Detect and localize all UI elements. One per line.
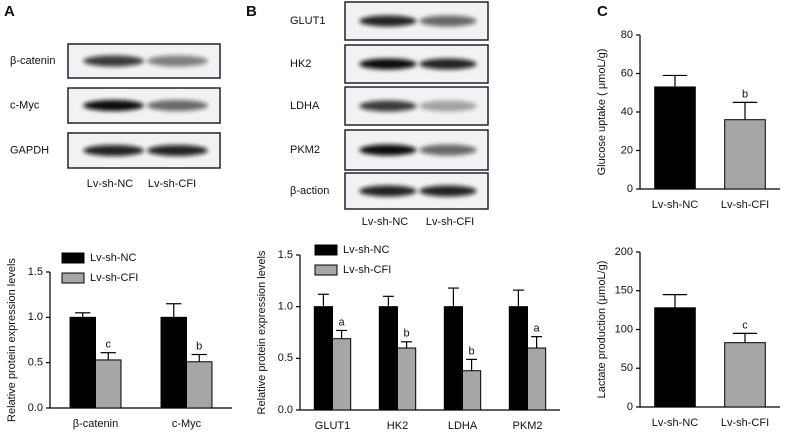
y-tick-label: 0.5	[278, 352, 293, 364]
legend-label: Lv-sh-CFI	[343, 264, 391, 276]
blot-band	[359, 144, 417, 156]
significance-label: b	[404, 328, 410, 340]
y-tick-label: 100	[615, 323, 633, 335]
blot-band	[359, 100, 417, 112]
blot-band	[419, 15, 477, 27]
blot-row-label: LDHA	[290, 100, 320, 112]
blot-row-label: β-action	[290, 185, 329, 197]
blot-band	[83, 55, 144, 67]
bar	[313, 306, 333, 411]
legend-swatch	[61, 252, 85, 264]
bar	[527, 347, 547, 411]
blot-band	[83, 145, 144, 156]
x-tick-label: Lv-sh-CFI	[721, 199, 769, 211]
bar	[378, 306, 398, 411]
y-tick-label: 20	[621, 144, 633, 156]
significance-label: b	[196, 340, 202, 352]
panel-label: B	[246, 3, 257, 20]
blot-lane-label: Lv-sh-CFI	[148, 178, 196, 190]
y-tick-label: 1.0	[278, 301, 293, 313]
blot-band	[83, 100, 144, 111]
bar	[654, 86, 696, 190]
legend-swatch	[61, 272, 85, 284]
y-tick-label: 0	[627, 401, 633, 413]
legend-swatch	[314, 244, 338, 256]
y-tick-label: 60	[621, 67, 633, 79]
blot-band	[147, 145, 208, 156]
blot-band	[359, 15, 417, 27]
y-tick-label: 1.5	[278, 249, 293, 261]
y-axis-label: Lactate production (μmoL/g)	[596, 261, 608, 399]
significance-label: c	[105, 339, 111, 351]
y-axis-label: Relative protein expression levels	[256, 250, 268, 414]
y-tick-label: 1.0	[28, 311, 43, 323]
bar	[462, 370, 482, 411]
legend-swatch	[314, 264, 338, 276]
blot-band	[147, 100, 208, 111]
blot-band	[359, 58, 417, 70]
blot-band	[419, 185, 477, 197]
x-tick-label: Lv-sh-NC	[652, 417, 699, 429]
y-tick-label: 40	[621, 106, 633, 118]
blot-row-label: GLUT1	[290, 15, 325, 27]
blot-band	[419, 58, 477, 70]
blot-row-label: PKM2	[290, 144, 320, 156]
legend-label: Lv-sh-CFI	[90, 272, 138, 284]
x-tick-label: c-Myc	[172, 418, 202, 430]
y-axis-label: Relative protein expression levels	[6, 258, 18, 422]
y-tick-label: 1.5	[28, 266, 43, 278]
y-tick-label: 50	[621, 362, 633, 374]
significance-label: c	[742, 319, 748, 331]
y-tick-label: 0.0	[278, 404, 293, 416]
blot-band	[359, 185, 417, 197]
panel-label: C	[597, 3, 608, 20]
x-tick-label: HK2	[387, 420, 408, 432]
bar	[654, 307, 696, 408]
x-tick-label: Lv-sh-NC	[652, 199, 699, 211]
blot-row-label: β-catenin	[10, 55, 55, 67]
significance-label: b	[742, 88, 748, 100]
y-tick-label: 0.0	[28, 402, 43, 414]
blot-lane-label: Lv-sh-NC	[87, 178, 134, 190]
x-tick-label: β-catenin	[73, 418, 118, 430]
y-tick-label: 0.5	[28, 357, 43, 369]
x-tick-label: GLUT1	[315, 420, 350, 432]
bar	[69, 316, 96, 409]
significance-label: a	[534, 323, 541, 335]
y-tick-label: 150	[615, 285, 633, 297]
bar	[95, 359, 122, 409]
legend-label: Lv-sh-NC	[343, 244, 390, 256]
bar	[443, 306, 463, 411]
blot-band	[419, 144, 477, 156]
bar	[160, 316, 188, 409]
legend-label: Lv-sh-NC	[90, 252, 137, 264]
x-tick-label: PKM2	[513, 420, 543, 432]
panel-label: A	[4, 3, 15, 20]
blot-row-label: c-Myc	[10, 99, 40, 111]
y-tick-label: 200	[615, 246, 633, 258]
blot-lane-label: Lv-sh-NC	[362, 216, 409, 228]
bar	[186, 361, 213, 409]
blot-band	[419, 100, 477, 112]
bar	[724, 119, 766, 190]
blot-lane-label: Lv-sh-CFI	[426, 216, 474, 228]
y-axis-label: Glucose uptake ( μmoL/g)	[596, 49, 608, 176]
bar	[332, 338, 352, 411]
y-tick-label: 0	[627, 183, 633, 195]
blot-band	[147, 55, 208, 67]
x-tick-label: Lv-sh-CFI	[721, 417, 769, 429]
bar	[508, 306, 528, 411]
blot-row-label: HK2	[290, 58, 311, 70]
y-tick-label: 80	[621, 29, 633, 41]
bar	[397, 347, 417, 411]
x-tick-label: LDHA	[448, 420, 478, 432]
significance-label: a	[339, 316, 346, 328]
blot-row-label: GAPDH	[10, 144, 49, 156]
bar	[724, 342, 766, 408]
significance-label: b	[469, 345, 475, 357]
